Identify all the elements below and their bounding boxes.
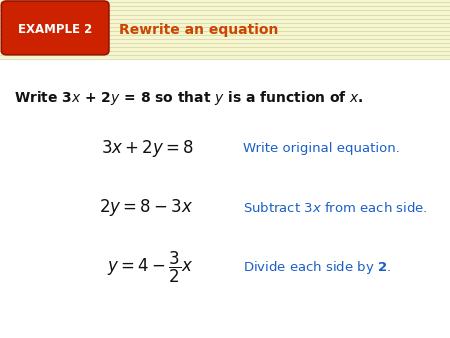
Text: Write $\mathbf{3\mathit{x}}$ + $\mathbf{2\mathit{y}}$ = $\mathbf{8}$ so that $\m: Write $\mathbf{3\mathit{x}}$ + $\mathbf{… (14, 89, 363, 107)
Text: $y = 4 - \dfrac{3}{2}x$: $y = 4 - \dfrac{3}{2}x$ (107, 249, 194, 285)
FancyBboxPatch shape (1, 1, 109, 55)
Text: $2y = 8 - 3x$: $2y = 8 - 3x$ (99, 197, 194, 218)
Text: Rewrite an equation: Rewrite an equation (119, 23, 279, 37)
FancyBboxPatch shape (0, 0, 450, 59)
Text: Write original equation.: Write original equation. (243, 142, 400, 155)
Text: Subtract $3x$ from each side.: Subtract $3x$ from each side. (243, 201, 428, 215)
Text: $3x + 2y = 8$: $3x + 2y = 8$ (100, 138, 194, 159)
Text: Divide each side by $\mathbf{2}$.: Divide each side by $\mathbf{2}$. (243, 259, 391, 275)
Text: EXAMPLE 2: EXAMPLE 2 (18, 23, 93, 36)
